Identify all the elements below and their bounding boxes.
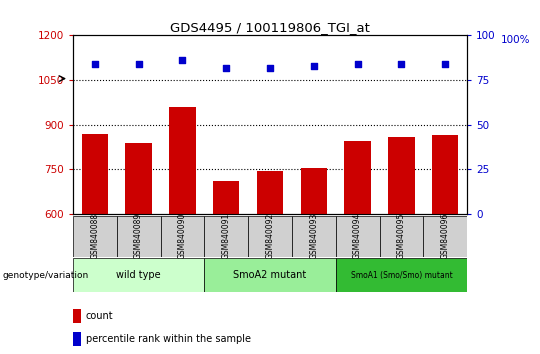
Point (353, 61, 362, 67)
Bar (257, 171, 283, 214)
Bar (204, 216, 248, 257)
Text: SmoA2 mutant: SmoA2 mutant (233, 270, 307, 280)
Bar (213, 181, 239, 214)
Point (91, 61, 99, 67)
Bar (388, 137, 415, 214)
Bar (117, 216, 160, 257)
Bar (248, 216, 292, 257)
Text: GSM840088: GSM840088 (90, 213, 99, 259)
Point (397, 61, 406, 67)
Text: GSM840093: GSM840093 (309, 213, 318, 259)
Point (441, 61, 449, 67)
Point (178, 58, 187, 63)
Bar (423, 216, 467, 257)
Text: GSM840091: GSM840091 (222, 213, 231, 259)
Point (134, 61, 143, 67)
Text: GSM840094: GSM840094 (353, 213, 362, 259)
Bar (432, 135, 458, 214)
Text: GSM840090: GSM840090 (178, 213, 187, 259)
Bar (345, 141, 371, 214)
Text: GSM840092: GSM840092 (266, 213, 274, 259)
Text: genotype/variation: genotype/variation (3, 271, 89, 280)
Text: 100%: 100% (501, 35, 530, 45)
Text: GSM840089: GSM840089 (134, 213, 143, 259)
Text: GSM840095: GSM840095 (397, 213, 406, 259)
Text: wild type: wild type (116, 270, 161, 280)
Point (266, 65, 274, 70)
Bar (380, 216, 423, 257)
Bar (125, 143, 152, 214)
Bar (73, 309, 81, 323)
Bar (336, 216, 380, 257)
Text: count: count (86, 311, 113, 321)
Bar (336, 258, 467, 292)
Bar (301, 168, 327, 214)
Text: SmoA1 (Smo/Smo) mutant: SmoA1 (Smo/Smo) mutant (350, 271, 453, 280)
Bar (292, 216, 336, 257)
Bar (73, 332, 81, 346)
Text: percentile rank within the sample: percentile rank within the sample (86, 334, 251, 344)
Bar (160, 216, 204, 257)
Bar (73, 258, 204, 292)
Bar (73, 216, 117, 257)
Text: GSM840096: GSM840096 (441, 213, 450, 259)
Bar (82, 134, 108, 214)
Title: GDS4495 / 100119806_TGI_at: GDS4495 / 100119806_TGI_at (170, 21, 370, 34)
Point (309, 63, 318, 69)
Bar (169, 107, 195, 214)
Bar (204, 258, 336, 292)
Point (222, 65, 231, 70)
